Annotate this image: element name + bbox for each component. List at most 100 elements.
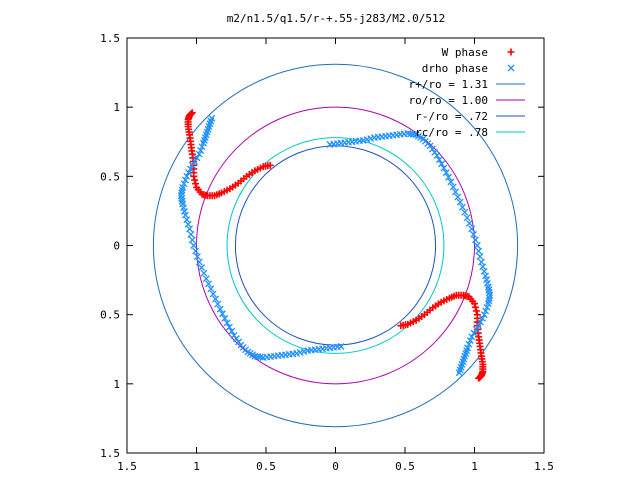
drho-phase-point: [471, 236, 479, 244]
drho-phase-point: [452, 188, 459, 196]
drho-phase-point: [477, 318, 484, 326]
circle-series: [226, 137, 445, 354]
drho-phase-point: [208, 114, 216, 122]
drho-phase-point: [440, 164, 448, 172]
drho-phase-point: [197, 147, 205, 154]
drho-phase-point: [218, 310, 226, 318]
w-phase-point: [471, 303, 479, 311]
drho-phase-point: [212, 295, 219, 303]
drho-phase-point: [470, 230, 478, 238]
drho-phase-point: [181, 176, 189, 184]
drho-phase-point: [221, 314, 229, 322]
legend-label: r+/ro = 1.31: [409, 78, 488, 91]
w-phase-point: [475, 374, 483, 382]
drho-phase-point: [187, 165, 194, 173]
x-tick-label: 1: [193, 460, 200, 473]
drho-phase-point: [480, 267, 488, 275]
chart-title: m2/n1.5/q1.5/r-+.55-j283/M2.0/512: [227, 12, 446, 25]
drho-phase-point: [193, 154, 201, 162]
w-phase-point: [187, 110, 195, 118]
drho-phase-point: [195, 150, 203, 158]
w-phase-point: [192, 180, 200, 188]
x-tick-label: 1: [471, 460, 478, 473]
drho-phase-point: [192, 247, 200, 255]
drho-phase-point: [435, 156, 443, 164]
drho-phase-point: [195, 258, 203, 266]
drho-phase-point: [475, 322, 483, 330]
y-tick-label: 1: [113, 101, 120, 114]
drho-phase-point: [188, 161, 196, 169]
drho-phase-point: [507, 64, 515, 72]
drho-phase-point: [183, 172, 191, 180]
drho-phase-point: [185, 169, 193, 177]
drho-phase-point: [183, 216, 191, 224]
w-phase-point: [188, 109, 196, 117]
drho-phase-point: [480, 311, 488, 319]
drho-phase-point: [473, 242, 481, 249]
drho-phase-point: [438, 160, 446, 168]
drho-phase-point: [193, 253, 201, 261]
drho-phase-point: [209, 290, 217, 298]
drho-phase-point: [447, 178, 455, 186]
drho-phase-point: [468, 333, 476, 341]
x-tick-label: 1.5: [534, 460, 554, 473]
drho-phase-point: [478, 314, 486, 322]
drho-phase-point: [184, 220, 192, 228]
drho-phase-point: [228, 327, 236, 335]
drho-phase-point: [190, 242, 198, 249]
y-tick-label: 0: [113, 240, 120, 253]
drho-phase-point: [445, 173, 453, 181]
drho-phase-point: [484, 300, 492, 308]
drho-phase-point: [216, 305, 224, 313]
drho-phase-point: [468, 225, 476, 233]
plot-area: 1.5 1 0.5 0 0.5 1 1.51.510.500.511.5W phasedrh…: [100, 32, 554, 473]
drho-phase-point: [198, 264, 206, 272]
w-phase-point: [191, 176, 199, 184]
y-tick-label: 0.5: [100, 309, 120, 322]
drho-phase-point: [442, 169, 450, 177]
circle-series: [196, 106, 475, 385]
x-tick-label: 0.5: [395, 460, 415, 473]
drho-phase-point: [477, 258, 485, 266]
drho-phase-point: [433, 152, 441, 160]
legend-label: W phase: [442, 46, 488, 59]
drho-phase-point: [470, 329, 478, 337]
drho-phase-point: [186, 225, 194, 233]
drho-phase-point: [472, 325, 480, 333]
circle-series: [234, 145, 437, 346]
drho-phase-point: [483, 303, 491, 311]
drho-phase-point: [187, 230, 195, 238]
drho-phase-point: [198, 143, 206, 151]
drho-phase-point: [230, 331, 238, 339]
drho-phase-point: [200, 269, 208, 277]
w-phase-point: [193, 183, 200, 191]
drho-phase-point: [475, 247, 483, 255]
y-tick-label: 1.5: [100, 32, 120, 45]
x-tick-label: 1.5: [117, 460, 137, 473]
drho-phase-point: [214, 300, 222, 308]
w-phase-point: [476, 373, 484, 381]
drho-phase-point: [225, 323, 233, 331]
drho-phase-point: [449, 183, 457, 191]
circle-series: [152, 63, 519, 428]
drho-phase-point: [179, 183, 187, 191]
drho-phase-point: [461, 208, 469, 216]
legend-label: rc/ro = .78: [415, 126, 488, 139]
y-tick-label: 0.5: [100, 170, 120, 183]
drho-phase-point: [207, 285, 215, 293]
x-tick-label: 0: [332, 460, 339, 473]
drho-phase-point: [205, 280, 213, 288]
drho-phase-point: [465, 219, 473, 227]
drho-phase-point: [479, 263, 487, 271]
drho-phase-point: [476, 253, 484, 261]
w-phase-point: [507, 48, 515, 56]
drho-phase-point: [458, 203, 466, 211]
x-tick-label: 0.5: [256, 460, 276, 473]
w-phase-point: [472, 307, 480, 315]
y-tick-label: 1: [113, 378, 120, 391]
legend-label: drho phase: [422, 62, 488, 75]
drho-phase-point: [191, 158, 199, 166]
drho-phase-point: [466, 337, 474, 344]
drho-phase-point: [188, 236, 196, 244]
